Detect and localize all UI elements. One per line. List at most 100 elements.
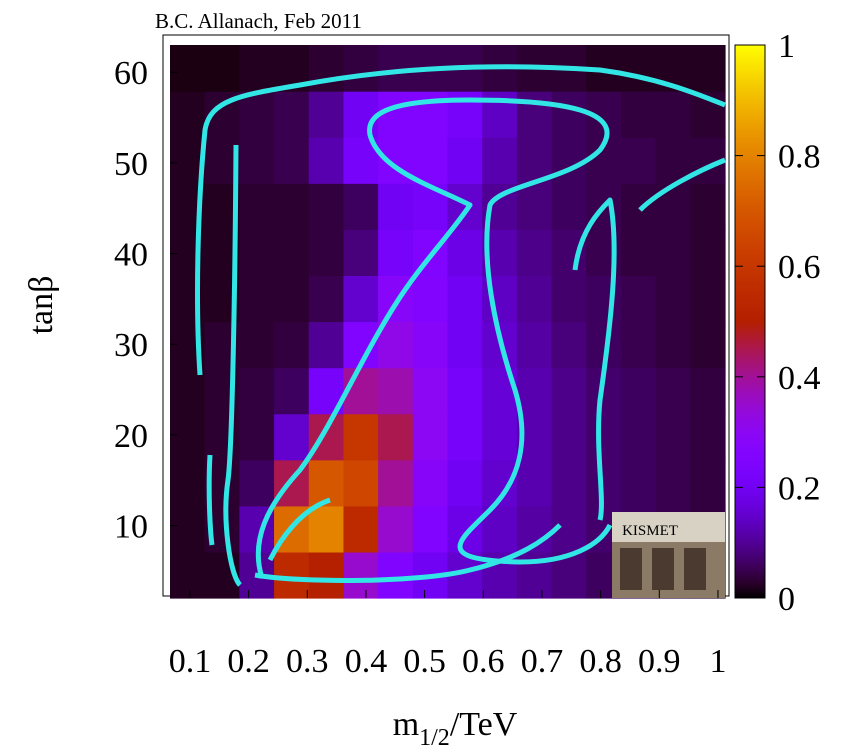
heat-cell [308,551,345,599]
heat-cell [586,275,622,323]
y-tick-label: 40 [114,237,148,274]
heat-cell [204,45,240,92]
heat-cell [308,183,345,230]
y-tick-label: 60 [114,55,148,92]
heat-cell [239,275,275,323]
heat-cell [308,321,345,369]
heat-cell [447,275,483,323]
x-label-part: m [393,706,419,743]
colorbar-tick-label: 0 [778,581,795,618]
y-tick-label: 50 [114,146,148,183]
heat-cell [412,275,449,323]
heat-cell [274,275,310,323]
heat-cell [551,413,587,461]
heat-cell [343,183,379,230]
heat-cell [551,275,587,323]
heat-cell [447,321,483,369]
x-tick-label: 0.8 [579,643,622,680]
x-label-sub: 1/2 [419,725,450,751]
heat-cell [274,321,310,369]
heat-cell [239,321,275,369]
x-tick-label: 0.6 [462,643,505,680]
heat-cell [274,367,310,415]
heat-cell [343,459,379,507]
heat-cell [690,45,726,92]
heat-cell [274,551,310,599]
heat-cell [655,367,691,415]
colorbar [734,44,766,599]
heat-cell [586,459,622,507]
x-tick-label: 0.1 [169,643,212,680]
heat-cell [447,137,483,184]
heat-cell [412,505,449,553]
heat-cell [447,367,483,415]
heat-cell [516,459,553,507]
heat-cell [551,367,587,415]
heat-cell [690,183,726,230]
heat-cell [170,91,206,138]
heat-cell [343,413,379,461]
contour-line [223,144,243,587]
contour-line [267,497,331,562]
heat-cell [239,183,275,230]
heat-cell [690,321,726,369]
heat-cell [482,413,518,461]
heat-cell [170,45,206,92]
colorbar-tick-label: 0.6 [778,249,821,286]
heat-cell [412,413,449,461]
heat-cell [620,45,657,92]
x-tick-label: 0.9 [638,643,681,680]
heat-cell [170,551,206,599]
heat-cell [412,459,449,507]
heat-cell [655,275,691,323]
heat-cell [412,367,449,415]
heat-cell [239,413,275,461]
heat-cell [586,413,622,461]
contours [195,64,726,587]
heat-cell [343,551,379,599]
heat-cell [378,367,414,415]
heat-cell [690,275,726,323]
heat-cell [655,183,691,230]
x-axis-label: m1/2/TeV [393,706,518,751]
heat-cell [170,505,206,553]
heat-cell [170,367,206,415]
heat-cell [516,275,553,323]
inset-window [684,548,706,590]
x-tick-label: 0.5 [403,643,446,680]
heat-cell [274,183,310,230]
heat-cell [343,91,379,138]
heat-cell [378,229,414,277]
x-tick-label: 0.2 [227,643,270,680]
x-tick-label: 1 [709,643,726,680]
colorbar-tick-label: 0.2 [778,470,821,507]
heat-cell [308,137,345,184]
heat-cell [274,91,310,138]
heat-cell [655,229,691,277]
heat-cell [620,137,657,184]
inset-photo: KISMET [612,512,725,598]
heat-cell [343,45,379,92]
contour-line [195,64,726,376]
heat-cell [412,137,449,184]
heat-cell [378,183,414,230]
heat-cell [690,459,726,507]
heat-cell [447,413,483,461]
heat-cell [308,229,345,277]
heat-cell [447,505,483,553]
heat-cell [343,229,379,277]
heat-cell [447,183,483,230]
inset-window [620,548,642,590]
x-tick-label: 0.7 [521,643,564,680]
contour-line [254,523,562,583]
heat-cell [516,367,553,415]
colorbar-tick-label: 0.4 [778,360,821,397]
heat-cell [516,183,553,230]
heat-cell [308,91,345,138]
x-tick-label: 0.3 [286,643,329,680]
heat-cell [620,183,657,230]
heat-cell [447,459,483,507]
heat-cell [378,321,414,369]
heat-cell [239,91,275,138]
